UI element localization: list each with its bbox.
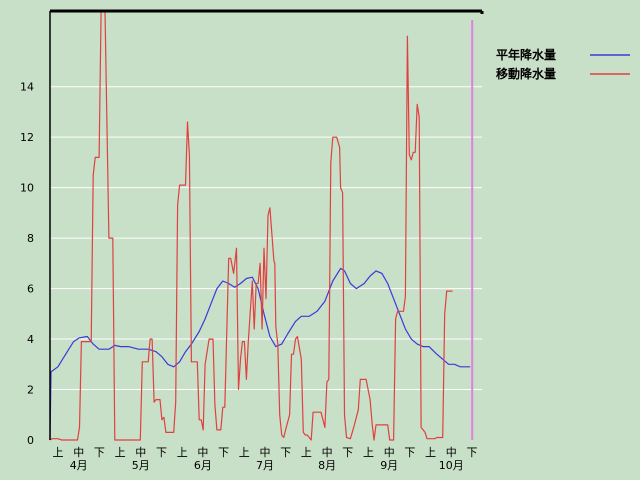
y-tick-label-12: 12: [20, 131, 34, 144]
y-tick-label-0: 0: [27, 434, 34, 447]
x-tick-label-7: 中: [197, 446, 208, 459]
month-label-5: 9月: [380, 459, 398, 472]
month-label-1: 5月: [132, 459, 150, 472]
y-tick-label-6: 6: [27, 283, 34, 296]
series-line-moving-precipitation: [49, 10, 453, 441]
x-tick-label-14: 下: [342, 446, 353, 459]
legend-label-0: 平年降水量: [496, 47, 556, 62]
x-tick-label-17: 下: [404, 446, 415, 459]
x-axis-month-labels: 4月 5月 6月 7月 8月 9月 10月: [70, 459, 464, 472]
x-tick-label-9: 上: [239, 446, 250, 459]
x-tick-label-19: 中: [446, 446, 457, 459]
y-tick-label-4: 4: [27, 333, 34, 346]
y-tick-label-2: 2: [27, 384, 34, 397]
x-tick-label-2: 下: [94, 446, 105, 459]
x-tick-label-13: 中: [322, 446, 333, 459]
x-axis-tick-labels: 上中下上中下上中下上中下上中下上中下上中下: [53, 446, 478, 459]
x-tick-label-12: 上: [301, 446, 312, 459]
month-label-0: 4月: [70, 459, 88, 472]
x-tick-label-0: 上: [53, 446, 64, 459]
month-label-6: 10月: [439, 459, 464, 472]
legend-label-1: 移動降水量: [496, 66, 556, 81]
x-tick-label-20: 下: [467, 446, 478, 459]
x-tick-label-18: 上: [425, 446, 436, 459]
month-label-3: 7月: [256, 459, 274, 472]
x-tick-label-11: 下: [280, 446, 291, 459]
month-label-4: 8月: [318, 459, 336, 472]
x-tick-label-1: 中: [73, 446, 84, 459]
y-axis-tick-labels: 0 2 4 6 8 10 12 14: [20, 81, 34, 447]
x-tick-label-4: 中: [135, 446, 146, 459]
y-tick-label-8: 8: [27, 232, 34, 245]
series-lines: [49, 10, 471, 441]
x-tick-label-15: 上: [363, 446, 374, 459]
x-tick-label-10: 中: [260, 446, 271, 459]
x-tick-label-16: 中: [384, 446, 395, 459]
x-tick-label-8: 下: [218, 446, 229, 459]
x-tick-label-6: 上: [177, 446, 188, 459]
month-label-2: 6月: [194, 459, 212, 472]
x-tick-label-5: 下: [156, 446, 167, 459]
series-line-normal-precipitation: [49, 267, 471, 441]
plot-frame: [49, 9, 484, 440]
y-tick-label-10: 10: [20, 182, 34, 195]
x-tick-label-3: 上: [115, 446, 126, 459]
y-tick-label-14: 14: [20, 81, 34, 94]
